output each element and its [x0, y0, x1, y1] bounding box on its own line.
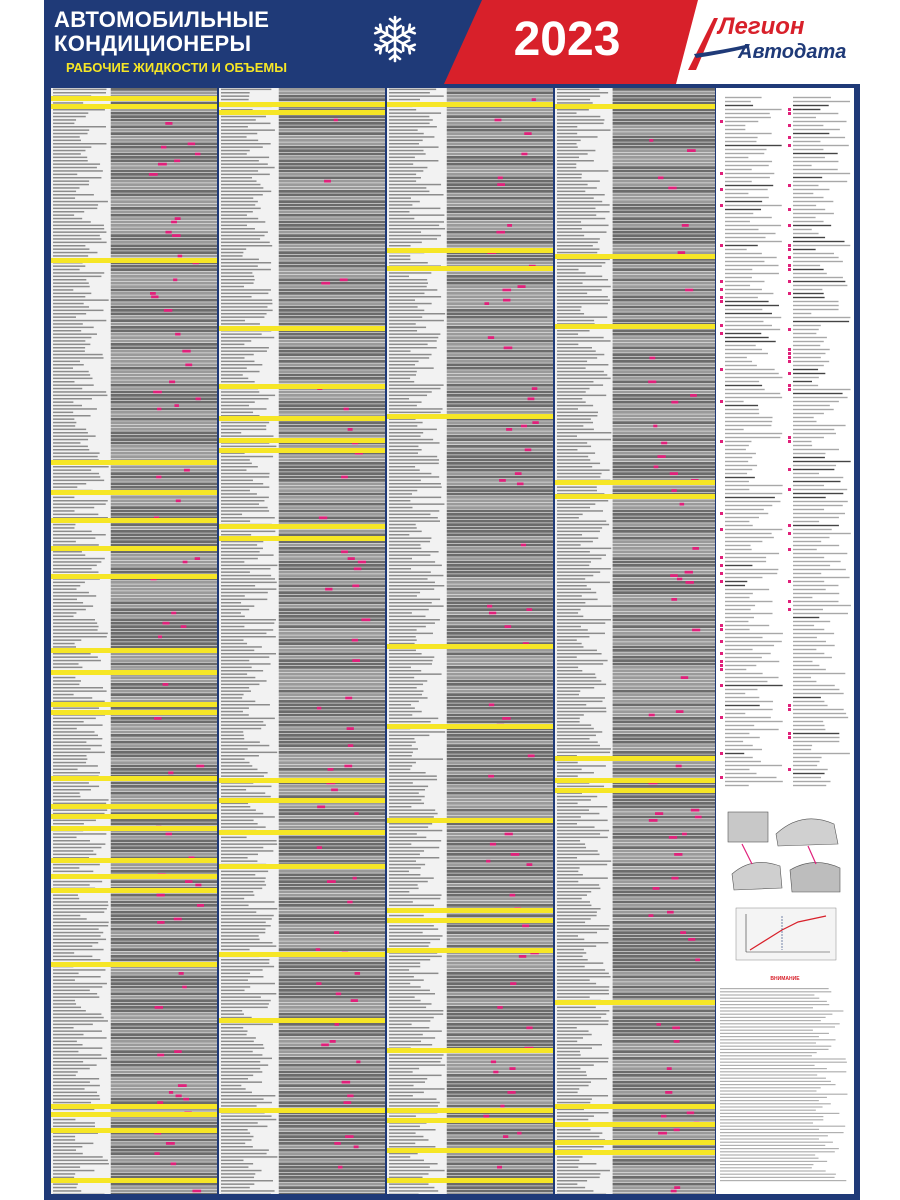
data-column-2 — [218, 88, 385, 1194]
data-column-3 — [386, 88, 553, 1194]
poster-year: 2023 — [513, 13, 621, 66]
brand-logo: Легион Автодата — [684, 10, 854, 74]
poster-title-line1: АВТОМОБИЛЬНЫЕ — [54, 7, 270, 32]
notes-texture — [720, 988, 848, 1182]
table-texture — [219, 88, 385, 1194]
table-texture — [555, 88, 715, 1194]
data-table-area: ВНИМАНИЕ — [44, 84, 860, 1200]
header-red-band — [444, 0, 720, 84]
data-column-1 — [50, 88, 217, 1194]
snowflake-icon — [371, 15, 419, 63]
logo-text-line2: Автодата — [738, 41, 847, 63]
table-texture — [51, 88, 217, 1194]
poster-title-line2: КОНДИЦИОНЕРЫ — [54, 31, 252, 56]
side-notes-title: ВНИМАНИЕ — [770, 976, 800, 982]
table-texture — [387, 88, 553, 1194]
side-list-texture — [720, 96, 851, 787]
side-reference-list — [716, 88, 854, 803]
poster-subtitle: РАБОЧИЕ ЖИДКОСТИ И ОБЪЕМЫ — [66, 60, 287, 75]
logo-text-line1: Легион — [718, 13, 805, 40]
data-column-4 — [554, 88, 715, 1194]
poster: АВТОМОБИЛЬНЫЕ КОНДИЦИОНЕРЫ РАБОЧИЕ ЖИДКО… — [44, 0, 860, 1200]
system-diagram — [722, 804, 848, 966]
logo-swoosh-icon — [688, 18, 750, 70]
side-info-panel: ВНИМАНИЕ — [716, 88, 854, 1194]
